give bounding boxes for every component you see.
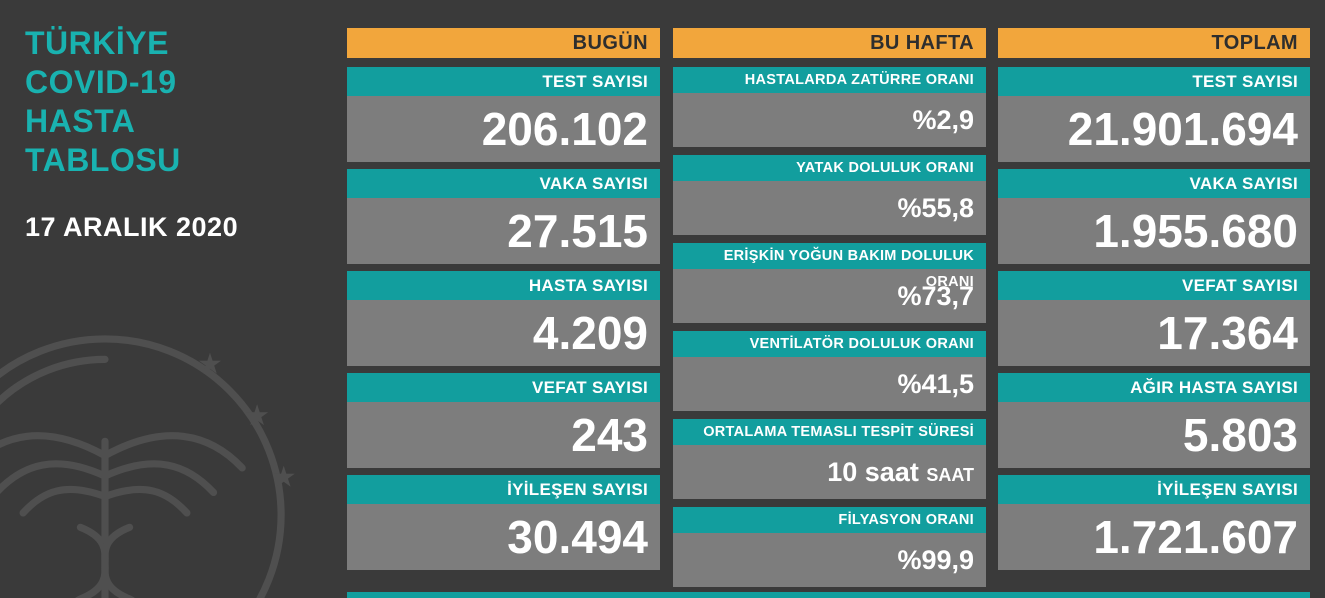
stat-cell-ventilator-doluluk-orani: VENTİLATÖR DOLULUK ORANI %41,5 [673, 331, 986, 411]
stat-value-number: 10 saat [827, 457, 919, 487]
stat-value: 1.955.680 [998, 198, 1310, 264]
stat-label: VEFAT SAYISI [347, 373, 660, 402]
stat-cell-temasli-tespit-suresi: ORTALAMA TEMASLI TESPİT SÜRESİ 10 saat S… [673, 419, 986, 499]
stat-value: %55,8 [673, 181, 986, 235]
stat-label: VAKA SAYISI [998, 169, 1310, 198]
stat-label: İYİLEŞEN SAYISI [998, 475, 1310, 504]
stat-value: 1.721.607 [998, 504, 1310, 570]
stat-cell-vaka-sayisi-bugun: VAKA SAYISI 27.515 [347, 169, 660, 264]
stat-label: FİLYASYON ORANI [673, 507, 986, 533]
stat-cell-yogun-bakim-doluluk-orani: ERİŞKİN YOĞUN BAKIM DOLULUK ORANI %73,7 [673, 243, 986, 323]
stat-label: VAKA SAYISI [347, 169, 660, 198]
page-title-line-2: COVID-19 [25, 64, 177, 100]
column-header-toplam: TOPLAM [998, 28, 1310, 58]
stat-label: HASTALARDA ZATÜRRE ORANI [673, 67, 986, 93]
column-bugun: BUGÜN TEST SAYISI 206.102 VAKA SAYISI 27… [347, 28, 660, 577]
stat-value: %73,7 [673, 269, 986, 323]
stat-cell-hasta-sayisi-bugun: HASTA SAYISI 4.209 [347, 271, 660, 366]
stat-cell-vefat-sayisi-toplam: VEFAT SAYISI 17.364 [998, 271, 1310, 366]
page-title-line-3: HASTA [25, 103, 136, 139]
stat-cell-vaka-sayisi-toplam: VAKA SAYISI 1.955.680 [998, 169, 1310, 264]
column-header-bugun: BUGÜN [347, 28, 660, 58]
stat-cell-iyilesen-sayisi-toplam: İYİLEŞEN SAYISI 1.721.607 [998, 475, 1310, 570]
stat-cell-filyasyon-orani: FİLYASYON ORANI %99,9 [673, 507, 986, 587]
stat-value: 4.209 [347, 300, 660, 366]
column-toplam: TOPLAM TEST SAYISI 21.901.694 VAKA SAYIS… [998, 28, 1310, 577]
stat-value: 206.102 [347, 96, 660, 162]
stat-cell-agir-hasta-sayisi-toplam: AĞIR HASTA SAYISI 5.803 [998, 373, 1310, 468]
column-bu-hafta: BU HAFTA HASTALARDA ZATÜRRE ORANI %2,9 Y… [673, 28, 986, 595]
column-header-bu-hafta: BU HAFTA [673, 28, 986, 58]
stat-value: 243 [347, 402, 660, 468]
stat-label: TEST SAYISI [998, 67, 1310, 96]
stat-value: %2,9 [673, 93, 986, 147]
stat-value: 5.803 [998, 402, 1310, 468]
stat-label: TEST SAYISI [347, 67, 660, 96]
stat-label: YATAK DOLULUK ORANI [673, 155, 986, 181]
stat-label: VENTİLATÖR DOLULUK ORANI [673, 331, 986, 357]
page-title-line-1: TÜRKİYE [25, 25, 169, 61]
stat-value: 10 saat SAAT [673, 445, 986, 499]
stat-cell-vefat-sayisi-bugun: VEFAT SAYISI 243 [347, 373, 660, 468]
stat-value-unit: SAAT [926, 465, 974, 485]
svg-text:★: ★ [271, 459, 297, 493]
stat-cell-test-sayisi-toplam: TEST SAYISI 21.901.694 [998, 67, 1310, 162]
stat-cell-yatak-doluluk-orani: YATAK DOLULUK ORANI %55,8 [673, 155, 986, 235]
stat-label: VEFAT SAYISI [998, 271, 1310, 300]
stat-value: %41,5 [673, 357, 986, 411]
svg-text:★: ★ [244, 398, 270, 432]
stat-label: İYİLEŞEN SAYISI [347, 475, 660, 504]
stat-value: %99,9 [673, 533, 986, 587]
footer-accent-strip [347, 592, 1310, 598]
stat-cell-iyilesen-sayisi-bugun: İYİLEŞEN SAYISI 30.494 [347, 475, 660, 570]
svg-text:★: ★ [197, 347, 223, 381]
stat-label: HASTA SAYISI [347, 271, 660, 300]
report-date: 17 ARALIK 2020 [25, 212, 239, 242]
stat-label: ERİŞKİN YOĞUN BAKIM DOLULUK ORANI [673, 243, 986, 290]
page-title-line-4: TABLOSU [25, 142, 181, 178]
ministry-of-health-caduceus-logo-icon: ★ ★ ★ [0, 335, 297, 598]
sidebar: TÜRKİYE COVID-19 HASTA TABLOSU 17 ARALIK… [25, 24, 238, 243]
stat-value: 27.515 [347, 198, 660, 264]
stat-label: ORTALAMA TEMASLI TESPİT SÜRESİ [673, 419, 986, 445]
stat-label: AĞIR HASTA SAYISI [998, 373, 1310, 402]
stat-cell-test-sayisi-bugun: TEST SAYISI 206.102 [347, 67, 660, 162]
stat-value: 17.364 [998, 300, 1310, 366]
stat-cell-zaturre-orani: HASTALARDA ZATÜRRE ORANI %2,9 [673, 67, 986, 147]
stat-value: 21.901.694 [998, 96, 1310, 162]
stat-value: 30.494 [347, 504, 660, 570]
